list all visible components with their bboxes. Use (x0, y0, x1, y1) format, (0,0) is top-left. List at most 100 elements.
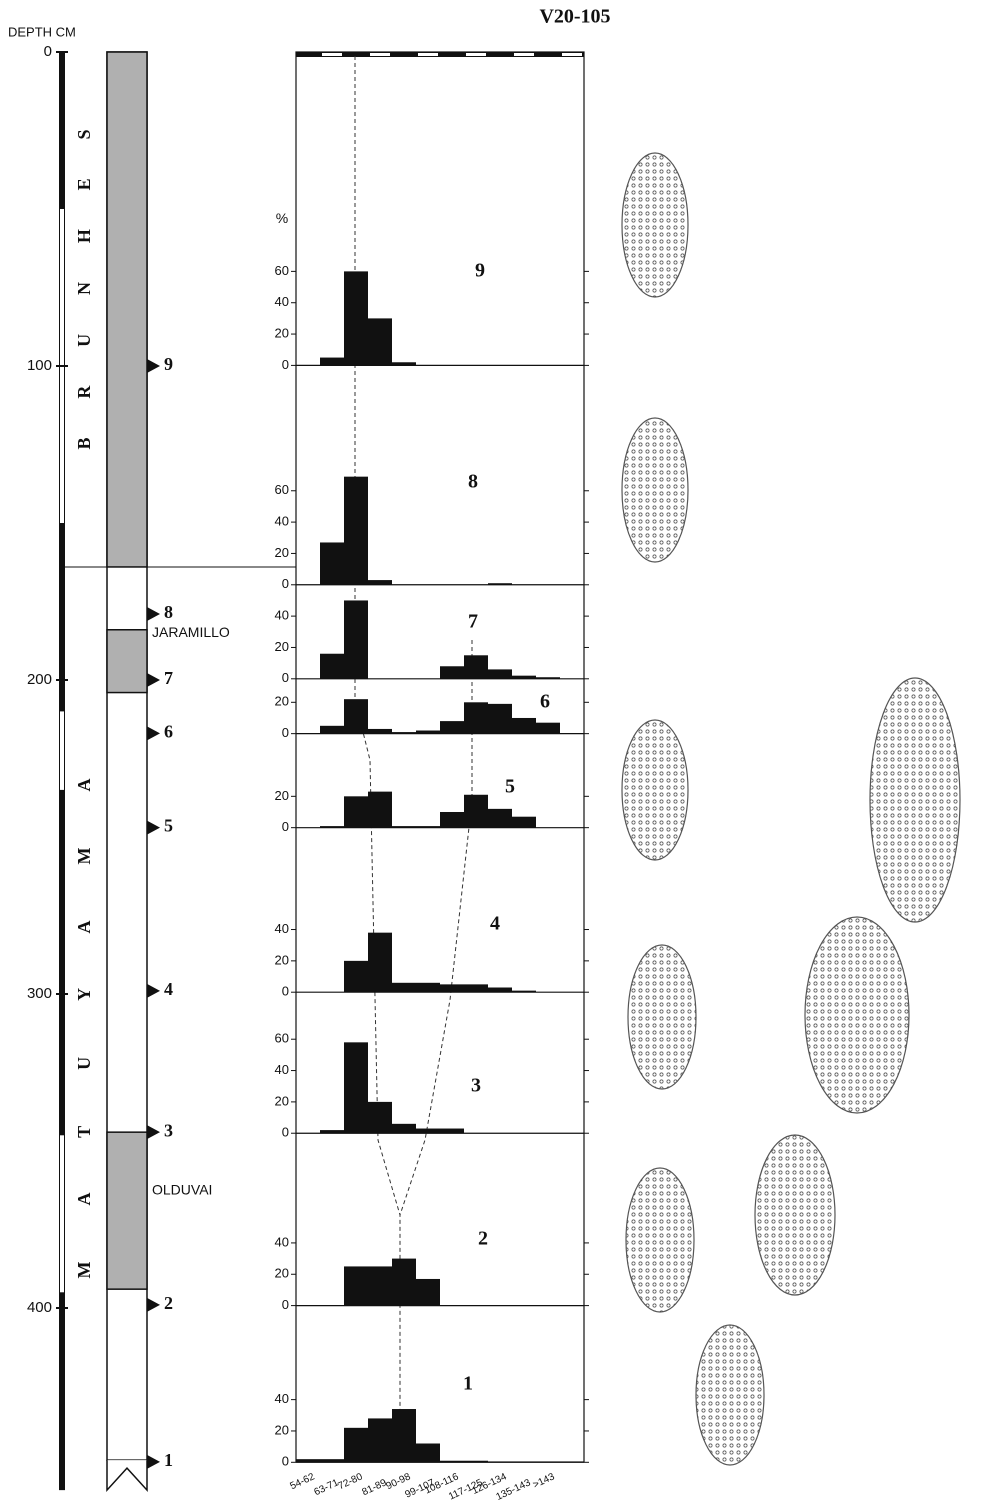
histogram-frame (295, 51, 585, 1463)
y-tick-label: 20 (275, 1093, 289, 1108)
bar (368, 932, 392, 993)
trend-line (354, 56, 401, 1460)
sample-marker (147, 983, 160, 998)
y-tick-label: 20 (275, 325, 289, 340)
y-tick-label: 60 (275, 1031, 289, 1046)
y-tick-label: 60 (275, 482, 289, 497)
epoch-label: MATUYAMA (74, 779, 94, 1279)
y-tick-label: 20 (275, 788, 289, 803)
bar (464, 655, 488, 679)
bar (296, 1459, 320, 1463)
event-label: OLDUVAI (152, 1181, 212, 1197)
bar (416, 730, 440, 734)
depth-tick-label: 0 (44, 43, 52, 60)
sample-label: 1 (164, 1450, 173, 1470)
normal-interval (106, 629, 148, 694)
bar (416, 826, 440, 828)
y-tick-label: 40 (275, 921, 289, 936)
bar (464, 702, 488, 734)
bar (344, 271, 368, 366)
bar (344, 476, 368, 585)
depth-bar-gap (60, 711, 64, 790)
sample-marker (147, 1125, 160, 1140)
bar (512, 816, 536, 828)
depth-tick-label: 200 (27, 671, 52, 688)
bar (392, 982, 416, 993)
sample-marker (147, 820, 160, 835)
bar (344, 1266, 368, 1306)
sample-label: 7 (164, 668, 173, 688)
bar (368, 318, 392, 366)
depth-tick-label: 100 (27, 357, 52, 374)
panel-label: 7 (468, 611, 478, 633)
bar (392, 362, 416, 366)
bar (368, 1101, 392, 1134)
y-tick-label: 40 (275, 514, 289, 529)
y-tick-label: 0 (282, 670, 289, 685)
y-tick-label: 0 (282, 1297, 289, 1312)
y-tick-label: 40 (275, 608, 289, 623)
bar (320, 1459, 344, 1463)
y-tick-label: 60 (275, 263, 289, 278)
bar (488, 808, 512, 828)
bar (344, 1427, 368, 1463)
bar (368, 1266, 392, 1306)
bar (488, 669, 512, 679)
bar (440, 1460, 464, 1463)
bar (416, 1278, 440, 1306)
panel-label: 8 (468, 471, 478, 493)
panel-label: 3 (471, 1075, 481, 1097)
y-tick-label: 40 (275, 1062, 289, 1077)
sample-label: 8 (164, 602, 173, 622)
sample-label: 6 (164, 722, 173, 742)
title: V20-105 (539, 6, 610, 28)
bar (488, 583, 512, 585)
bar (320, 542, 344, 585)
bar (440, 666, 464, 679)
y-tick-label: 0 (282, 1125, 289, 1140)
bar (464, 1460, 488, 1463)
bar (344, 600, 368, 679)
bar (512, 990, 536, 993)
panel-label: 5 (505, 776, 515, 798)
sample-marker (147, 607, 160, 622)
column-notch (106, 1460, 148, 1493)
y-tick-label: 40 (275, 294, 289, 309)
normal-interval (106, 1131, 148, 1290)
bar (320, 1130, 344, 1134)
bar (464, 794, 488, 828)
bar (320, 357, 344, 366)
bar (440, 1128, 464, 1134)
y-tick-label: 0 (282, 1454, 289, 1469)
bar (416, 1443, 440, 1463)
y-tick-label: 20 (275, 952, 289, 967)
x-tick-label: 63-71 (313, 1477, 341, 1498)
y-tick-label: 0 (282, 984, 289, 999)
bar (344, 1042, 368, 1134)
specimen-drawings (621, 152, 961, 1466)
depth-bar-gap (60, 1135, 64, 1293)
bar (440, 984, 464, 993)
y-axis-label: % (276, 210, 288, 226)
sample-marker (147, 1454, 160, 1469)
panel-label: 9 (475, 260, 485, 282)
bar (392, 1123, 416, 1134)
bar (512, 675, 536, 679)
sample-label: 4 (164, 979, 173, 999)
epoch-label: BRUNHES (74, 129, 94, 449)
bar (344, 699, 368, 734)
sample-marker (147, 673, 160, 687)
bar (392, 1409, 416, 1463)
y-tick-label: 0 (282, 357, 289, 372)
panel-label: 4 (490, 913, 500, 935)
sample-label: 2 (164, 1293, 173, 1313)
depth-tick-label: 400 (27, 1299, 52, 1316)
bar (488, 703, 512, 734)
bar (344, 796, 368, 828)
y-tick-label: 20 (275, 1266, 289, 1281)
bar (368, 580, 392, 585)
panel-label: 1 (463, 1373, 473, 1395)
sample-marker (147, 1297, 160, 1312)
bar (416, 982, 440, 993)
